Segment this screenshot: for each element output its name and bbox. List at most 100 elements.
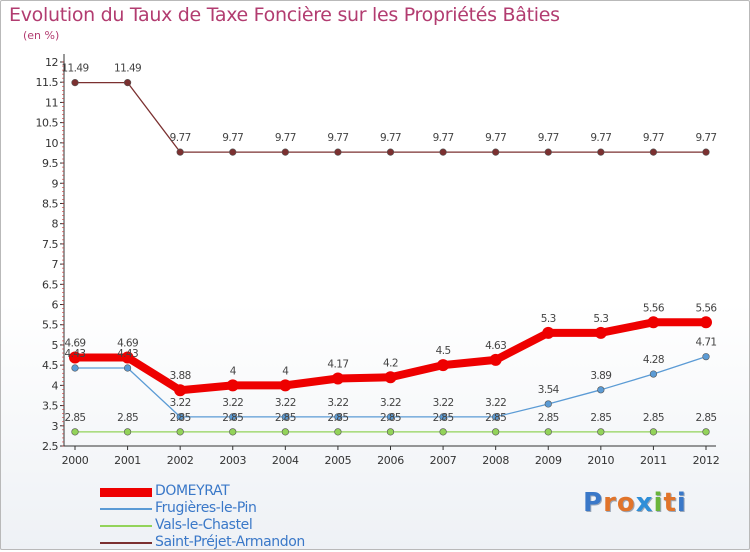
data-point <box>279 379 292 392</box>
data-point <box>489 353 502 366</box>
x-tick-label: 2001 <box>114 454 141 467</box>
data-label: 5.3 <box>541 313 556 325</box>
data-point <box>702 428 710 436</box>
logo-letter: r <box>603 488 617 518</box>
data-label: 5.56 <box>643 302 665 314</box>
legend-swatch-domeyrat <box>100 488 152 497</box>
data-label: 3.22 <box>433 397 454 409</box>
x-tick-label: 2012 <box>693 454 720 467</box>
data-point <box>334 148 342 156</box>
y-tick-label: 3.5 <box>42 400 58 413</box>
data-point <box>386 148 395 156</box>
data-point <box>647 316 660 329</box>
data-label: 2.85 <box>327 412 348 424</box>
data-label: 2.85 <box>643 412 664 424</box>
y-tick-label: 5.5 <box>42 319 58 332</box>
y-tick-label: 2.5 <box>42 440 58 453</box>
data-label: 4.2 <box>383 357 398 369</box>
data-point <box>542 326 555 339</box>
logo-letter: i <box>676 488 687 518</box>
data-point <box>123 428 132 436</box>
data-point <box>226 379 239 392</box>
data-label: 4.17 <box>327 358 348 370</box>
data-point <box>492 413 500 421</box>
data-label: 2.85 <box>170 412 191 424</box>
data-label: 4.43 <box>65 348 86 360</box>
data-point <box>544 148 552 156</box>
chart-title: Evolution du Taux de Taxe Foncière sur l… <box>9 4 560 26</box>
data-label: 4.43 <box>117 348 138 360</box>
legend-label-frugieres-le-pin: Frugières-le-Pin <box>155 500 257 516</box>
data-point <box>229 428 237 436</box>
x-tick-label: 2002 <box>167 454 194 467</box>
data-label: 4 <box>282 365 289 377</box>
data-point <box>439 413 447 421</box>
data-label: 2.85 <box>117 412 138 424</box>
data-point <box>281 148 289 156</box>
data-label: 4.28 <box>643 354 664 366</box>
line-chart: 2.533.544.555.566.577.588.599.51010.5111… <box>36 54 720 467</box>
data-point <box>71 364 79 372</box>
x-tick-label: 2010 <box>587 454 614 467</box>
legend-label-domeyrat: DOMEYRAT <box>155 483 230 499</box>
legend-swatch-frugieres-le-pin <box>100 508 152 510</box>
data-label: 2.85 <box>590 412 611 424</box>
data-point <box>281 413 289 421</box>
x-tick-label: 2008 <box>482 454 509 467</box>
data-label: 3.22 <box>327 397 348 409</box>
data-point <box>229 148 237 156</box>
data-point <box>594 326 607 339</box>
data-point <box>702 148 710 156</box>
data-label: 2.85 <box>485 412 506 424</box>
data-point <box>281 428 289 436</box>
data-label: 4 <box>230 365 237 377</box>
logo-letter: o <box>616 488 636 518</box>
data-label: 11.49 <box>114 63 141 75</box>
proxiti-logo: Proxiti <box>583 488 687 518</box>
data-point <box>69 351 81 364</box>
logo-letter: P <box>583 488 604 518</box>
data-label: 3.22 <box>485 397 506 409</box>
data-label: 4.5 <box>436 345 451 357</box>
data-label: 3.88 <box>170 370 191 382</box>
data-label: 2.85 <box>222 412 243 424</box>
x-tick-label: 2003 <box>219 454 246 467</box>
data-label: 3.22 <box>380 397 401 409</box>
data-point <box>492 428 500 436</box>
data-label: 4.69 <box>65 337 86 349</box>
data-point <box>597 428 605 436</box>
y-tick-label: 3 <box>52 420 59 433</box>
logo-letter: i <box>653 488 664 518</box>
data-label: 3.22 <box>170 397 191 409</box>
y-tick-label: 7.5 <box>42 238 58 251</box>
data-label: 5.56 <box>696 302 718 314</box>
data-point <box>176 413 184 421</box>
data-label: 2.85 <box>696 412 717 424</box>
data-label: 9.77 <box>590 132 611 144</box>
data-point <box>71 79 79 87</box>
y-tick-label: 5 <box>52 339 59 352</box>
data-point <box>331 372 344 385</box>
data-point <box>71 428 79 436</box>
data-point <box>123 79 132 87</box>
data-point <box>386 428 395 436</box>
data-point <box>492 148 500 156</box>
data-point <box>334 428 342 436</box>
data-point <box>384 371 397 384</box>
data-label: 11.49 <box>61 63 88 75</box>
y-tick-label: 6.5 <box>42 278 58 291</box>
data-point <box>649 428 658 436</box>
data-label: 2.85 <box>380 412 401 424</box>
data-point <box>334 413 342 421</box>
data-label: 9.77 <box>170 132 191 144</box>
data-point <box>229 413 237 421</box>
y-tick-label: 8.5 <box>42 197 58 210</box>
y-tick-label: 12 <box>45 56 58 69</box>
data-point <box>437 359 450 372</box>
y-tick-label: 10 <box>45 137 58 150</box>
data-label: 4.63 <box>485 340 506 352</box>
x-tick-label: 2011 <box>640 454 667 467</box>
legend-label-saint-prejet-armandon: Saint-Préjet-Armandon <box>155 534 305 550</box>
data-label: 3.22 <box>222 397 243 409</box>
data-label: 9.77 <box>643 132 664 144</box>
